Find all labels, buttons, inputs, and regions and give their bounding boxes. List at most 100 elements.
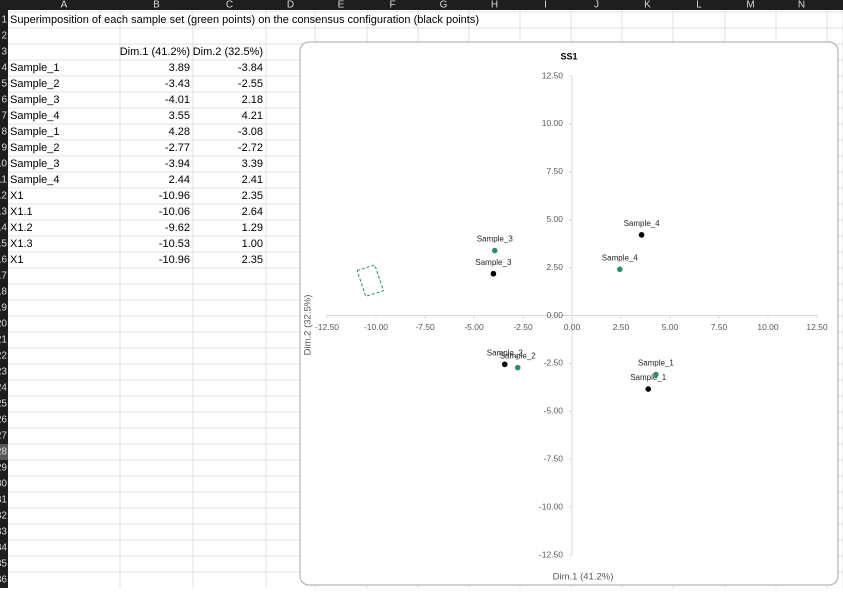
cell-value: 3.89	[169, 62, 190, 74]
point-label: Sample_1	[630, 373, 667, 382]
point-label: Sample_2	[487, 348, 524, 357]
cell-value: 2.64	[242, 206, 263, 218]
cell-value: -10.06	[159, 206, 190, 218]
row-header: 32	[0, 511, 7, 522]
point	[501, 361, 508, 368]
column-header: L	[696, 0, 702, 11]
row-header: 3	[1, 47, 7, 58]
row-header: 30	[0, 479, 7, 490]
column-header: G	[440, 0, 448, 11]
row-header: 11	[0, 175, 7, 186]
row-header: 19	[0, 303, 7, 314]
cell-value: 2.41	[242, 174, 263, 186]
cell-value: 1.29	[242, 222, 263, 234]
point-label: Sample_1	[638, 359, 675, 368]
point	[638, 232, 645, 238]
row-header: 1	[1, 15, 7, 26]
row-header: 9	[1, 143, 7, 154]
y-axis-title: Dim.2 (32.5%)	[303, 295, 314, 356]
row-header-bar	[0, 10, 8, 588]
cell-value: 1.00	[242, 238, 263, 250]
row-header: 29	[0, 463, 7, 474]
column-header: C	[226, 0, 233, 11]
point-label: Sample_4	[602, 253, 639, 262]
x-tick-label: 12.50	[806, 322, 828, 332]
y-tick-label: -10.00	[539, 501, 563, 511]
point-label: Sample_4	[624, 219, 661, 228]
y-tick-label: 7.50	[546, 166, 563, 176]
row-header: 5	[1, 79, 7, 90]
y-tick-label: -5.00	[544, 406, 564, 416]
row-header: 4	[1, 63, 7, 74]
y-tick-label: -12.50	[539, 549, 563, 559]
point	[617, 266, 623, 273]
point	[645, 386, 652, 392]
y-tick-label: 5.00	[546, 214, 563, 224]
row-header: 35	[0, 559, 7, 570]
row-header: 26	[0, 415, 7, 426]
column-header: I	[544, 0, 547, 11]
y-tick-label: 10.00	[542, 118, 564, 128]
row-header: 14	[0, 223, 7, 234]
row-label: X1	[10, 190, 23, 202]
row-header: 18	[0, 287, 7, 298]
cell-value: 2.35	[242, 254, 263, 266]
column-header: A	[61, 0, 68, 11]
confidence-box	[356, 264, 385, 297]
row-label: X1.2	[10, 222, 33, 234]
cell-value: -3.43	[165, 78, 190, 90]
row-label: X1.1	[10, 206, 33, 218]
row-header: 7	[1, 111, 7, 122]
column-header: M	[746, 0, 754, 11]
y-tick-label: 12.50	[542, 70, 564, 80]
x-tick-label: -7.50	[415, 322, 435, 332]
row-label: Sample_4	[10, 174, 60, 186]
y-tick-label: 0.00	[546, 310, 563, 320]
cell-value: -2.72	[238, 142, 263, 154]
row-header: 20	[0, 319, 7, 330]
row-header: 2	[1, 31, 7, 42]
x-tick-label: -12.50	[315, 322, 339, 332]
x-tick-label: 7.50	[711, 322, 728, 332]
row-header: 34	[0, 543, 7, 554]
cell-value: 4.21	[242, 110, 263, 122]
column-header: E	[338, 0, 345, 11]
row-header: 15	[0, 239, 7, 250]
cell-value: -2.77	[165, 142, 190, 154]
x-tick-label: 0.00	[564, 322, 581, 332]
chart-area[interactable]	[299, 41, 839, 586]
point	[514, 364, 521, 371]
column-header-bar	[0, 0, 843, 10]
selected-row-header	[0, 444, 8, 460]
cell-value: -10.96	[159, 254, 190, 266]
cell-value: -3.84	[238, 62, 263, 74]
row-header: 13	[0, 207, 7, 218]
row-header: 22	[0, 351, 7, 362]
row-label: Sample_3	[10, 94, 60, 106]
row-label: X1.3	[10, 238, 33, 250]
column-header: F	[389, 0, 395, 11]
row-header: 31	[0, 495, 7, 506]
cell-value: -9.62	[165, 222, 190, 234]
x-axis-title: Dim.1 (41.2%)	[553, 572, 614, 583]
row-header: 16	[0, 255, 7, 266]
point	[653, 371, 659, 378]
cell-value: -10.53	[159, 238, 190, 250]
point-label: Sample_3	[477, 235, 514, 244]
cell-value: -4.01	[165, 94, 190, 106]
y-tick-label: -7.50	[544, 453, 564, 463]
y-tick-label: 2.50	[546, 262, 563, 272]
row-header: 21	[0, 335, 7, 346]
point-label: Sample_2	[500, 352, 537, 361]
row-label: Sample_4	[10, 110, 60, 122]
x-tick-label: -2.50	[513, 322, 533, 332]
point	[490, 270, 497, 277]
row-header: 23	[0, 367, 7, 378]
column-header: H	[491, 0, 498, 11]
cell-value: 2.18	[242, 94, 263, 106]
header-cell: Dim.1 (41.2%)	[120, 46, 190, 58]
row-header: 27	[0, 431, 7, 442]
column-header: K	[644, 0, 651, 11]
